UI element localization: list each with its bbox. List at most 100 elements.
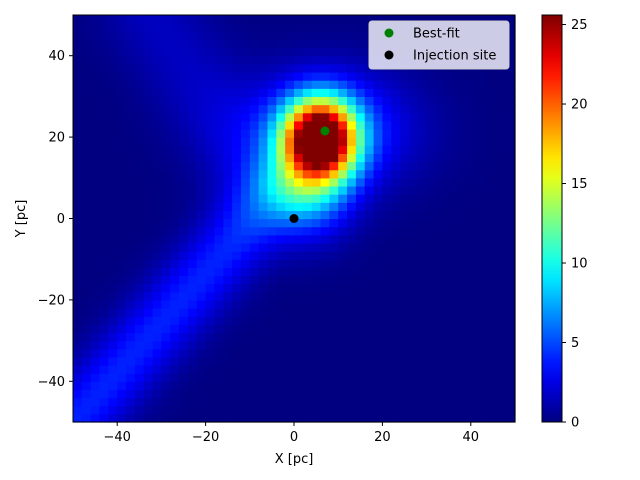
heatmap-cell <box>214 80 224 89</box>
heatmap-cell <box>497 96 507 106</box>
heatmap-cell <box>497 128 507 138</box>
heatmap-cell <box>152 291 162 301</box>
heatmap-cell <box>108 194 118 203</box>
heatmap-cell <box>417 145 428 154</box>
colorbar-tick-label: 20 <box>571 98 588 113</box>
heatmap-cell <box>134 226 145 236</box>
heatmap-cell <box>152 185 162 195</box>
heatmap-cell <box>276 88 286 97</box>
heatmap-cell <box>90 23 101 32</box>
heatmap-cell <box>470 308 481 317</box>
heatmap-cell <box>285 389 295 399</box>
heatmap-cell <box>285 405 295 415</box>
heatmap-cell <box>311 365 322 374</box>
heatmap-cell <box>214 31 224 41</box>
heatmap-cell <box>249 88 260 97</box>
heatmap-cell <box>479 356 490 366</box>
heatmap-cell <box>161 23 171 32</box>
heatmap-cell <box>355 373 366 382</box>
marker-injection-site <box>289 214 299 223</box>
heatmap-cell <box>267 299 277 309</box>
heatmap-cell <box>205 63 216 73</box>
heatmap-cell <box>311 96 322 106</box>
heatmap-cell <box>347 242 357 252</box>
heatmap-cell <box>444 397 454 407</box>
heatmap-cell <box>338 96 348 106</box>
heatmap-cell <box>117 316 127 325</box>
heatmap-cell <box>170 267 180 277</box>
heatmap-cell <box>470 365 481 374</box>
heatmap-cell <box>435 365 445 374</box>
heatmap-cell <box>152 145 162 154</box>
heatmap-cell <box>258 153 269 163</box>
heatmap-cell <box>81 104 92 114</box>
heatmap-cell <box>382 381 392 391</box>
heatmap-cell <box>152 381 162 391</box>
heatmap-cell <box>126 23 136 32</box>
heatmap-cell <box>497 397 507 407</box>
heatmap-cell <box>417 397 428 407</box>
heatmap-cell <box>196 31 207 41</box>
heatmap-cell <box>73 316 83 325</box>
heatmap-cell <box>143 194 154 203</box>
heatmap-cell <box>444 405 454 415</box>
heatmap-cell <box>126 96 136 106</box>
heatmap-cell <box>179 128 189 138</box>
heatmap-cell <box>205 112 216 122</box>
heatmap-cell <box>108 373 118 382</box>
heatmap-cell <box>187 332 198 342</box>
heatmap-cell <box>285 413 295 423</box>
heatmap-cell <box>258 316 269 325</box>
heatmap-cell <box>391 332 401 342</box>
heatmap-cell <box>347 365 357 374</box>
heatmap-cell <box>311 202 322 211</box>
heatmap-cell <box>470 283 481 293</box>
heatmap-cell <box>373 128 383 138</box>
heatmap-cell <box>90 275 101 285</box>
heatmap-cell <box>355 413 366 423</box>
heatmap-cell <box>382 316 392 325</box>
heatmap-cell <box>179 210 189 220</box>
heatmap-cell <box>302 275 313 285</box>
heatmap-cell <box>267 234 277 244</box>
heatmap-cell <box>117 267 127 277</box>
heatmap-cell <box>205 80 216 89</box>
heatmap-cell <box>258 71 269 81</box>
heatmap-cell <box>435 413 445 423</box>
heatmap-cell <box>223 299 233 309</box>
heatmap-cell <box>117 47 127 57</box>
heatmap-cell <box>214 71 224 81</box>
heatmap-cell <box>470 96 481 106</box>
heatmap-cell <box>391 185 401 195</box>
heatmap-cell <box>126 405 136 415</box>
heatmap-cell <box>196 348 207 358</box>
heatmap-cell <box>302 397 313 407</box>
heatmap-cell <box>99 104 109 114</box>
heatmap-cell <box>81 242 92 252</box>
heatmap-cell <box>320 413 330 423</box>
heatmap-cell <box>232 104 242 114</box>
heatmap-cell <box>117 39 127 49</box>
heatmap-cell <box>435 137 445 146</box>
heatmap-cell <box>488 210 498 220</box>
heatmap-cell <box>417 332 428 342</box>
heatmap-cell <box>302 340 313 350</box>
heatmap-cell <box>161 340 171 350</box>
heatmap-cell <box>285 169 295 179</box>
heatmap-cell <box>311 413 322 423</box>
heatmap-cell <box>152 218 162 228</box>
heatmap-cell <box>214 185 224 195</box>
heatmap-cell <box>81 316 92 325</box>
heatmap-cell <box>73 291 83 301</box>
heatmap-cell <box>81 39 92 49</box>
heatmap-cell <box>497 185 507 195</box>
heatmap-cell <box>73 137 83 146</box>
heatmap-cell <box>81 251 92 260</box>
heatmap-cell <box>444 356 454 366</box>
heatmap-cell <box>311 259 322 268</box>
heatmap-cell <box>267 324 277 334</box>
heatmap-cell <box>400 283 410 293</box>
heatmap-cell <box>81 128 92 138</box>
heatmap-cell <box>488 112 498 122</box>
heatmap-cell <box>99 120 109 130</box>
